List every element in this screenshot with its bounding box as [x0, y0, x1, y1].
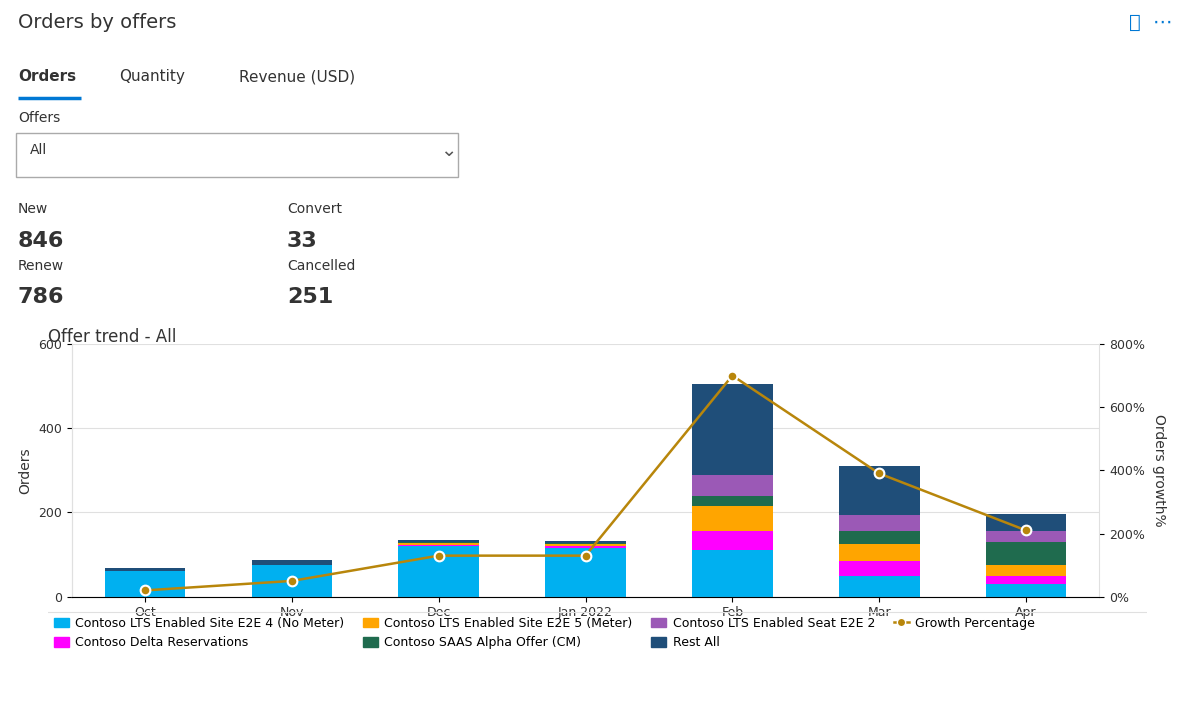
Bar	[545, 541, 626, 543]
Bar	[839, 576, 919, 597]
Text: Cancelled: Cancelled	[287, 259, 355, 273]
Bar	[986, 531, 1066, 542]
Bar	[398, 545, 479, 546]
Bar	[839, 466, 919, 515]
Bar	[839, 515, 919, 531]
Bar	[545, 543, 626, 544]
Bar	[986, 565, 1066, 576]
FancyBboxPatch shape	[16, 133, 458, 177]
Bar	[692, 531, 773, 550]
Bar	[398, 546, 479, 597]
Bar	[398, 541, 479, 543]
Bar	[986, 584, 1066, 597]
Text: 251: 251	[287, 288, 333, 307]
Text: Quantity: Quantity	[120, 69, 185, 84]
Bar	[986, 514, 1066, 531]
Text: ⌄: ⌄	[440, 140, 456, 159]
Text: Offer trend - All: Offer trend - All	[48, 328, 176, 346]
Text: All: All	[30, 143, 47, 157]
Text: 786: 786	[18, 288, 65, 307]
Text: Convert: Convert	[287, 202, 342, 216]
Bar	[839, 531, 919, 544]
Bar	[545, 548, 626, 597]
Bar	[839, 561, 919, 576]
Y-axis label: Orders: Orders	[19, 447, 32, 494]
Text: Renew: Renew	[18, 259, 65, 273]
Text: Orders by offers: Orders by offers	[18, 13, 177, 32]
Bar	[986, 542, 1066, 565]
Bar	[105, 568, 185, 571]
Bar	[545, 544, 626, 546]
Bar	[839, 544, 919, 561]
Bar	[251, 560, 332, 565]
Bar	[692, 496, 773, 506]
Text: 33: 33	[287, 230, 318, 251]
Bar	[692, 475, 773, 496]
Text: ⓘ: ⓘ	[1129, 13, 1141, 32]
Text: Revenue (USD): Revenue (USD)	[239, 69, 355, 84]
Text: 846: 846	[18, 230, 65, 251]
Text: Orders: Orders	[18, 69, 76, 84]
Bar	[692, 506, 773, 531]
Text: Offers: Offers	[18, 111, 60, 124]
Y-axis label: Orders growth%: Orders growth%	[1152, 414, 1166, 526]
Bar	[398, 543, 479, 545]
Bar	[692, 384, 773, 475]
Bar	[692, 550, 773, 597]
Text: New: New	[18, 202, 48, 216]
Legend: Contoso LTS Enabled Site E2E 4 (No Meter), Contoso Delta Reservations, Contoso L: Contoso LTS Enabled Site E2E 4 (No Meter…	[54, 617, 1035, 649]
Bar	[986, 576, 1066, 584]
Bar	[251, 565, 332, 597]
Text: ⋯: ⋯	[1153, 13, 1172, 32]
Bar	[105, 571, 185, 597]
Bar	[545, 546, 626, 548]
